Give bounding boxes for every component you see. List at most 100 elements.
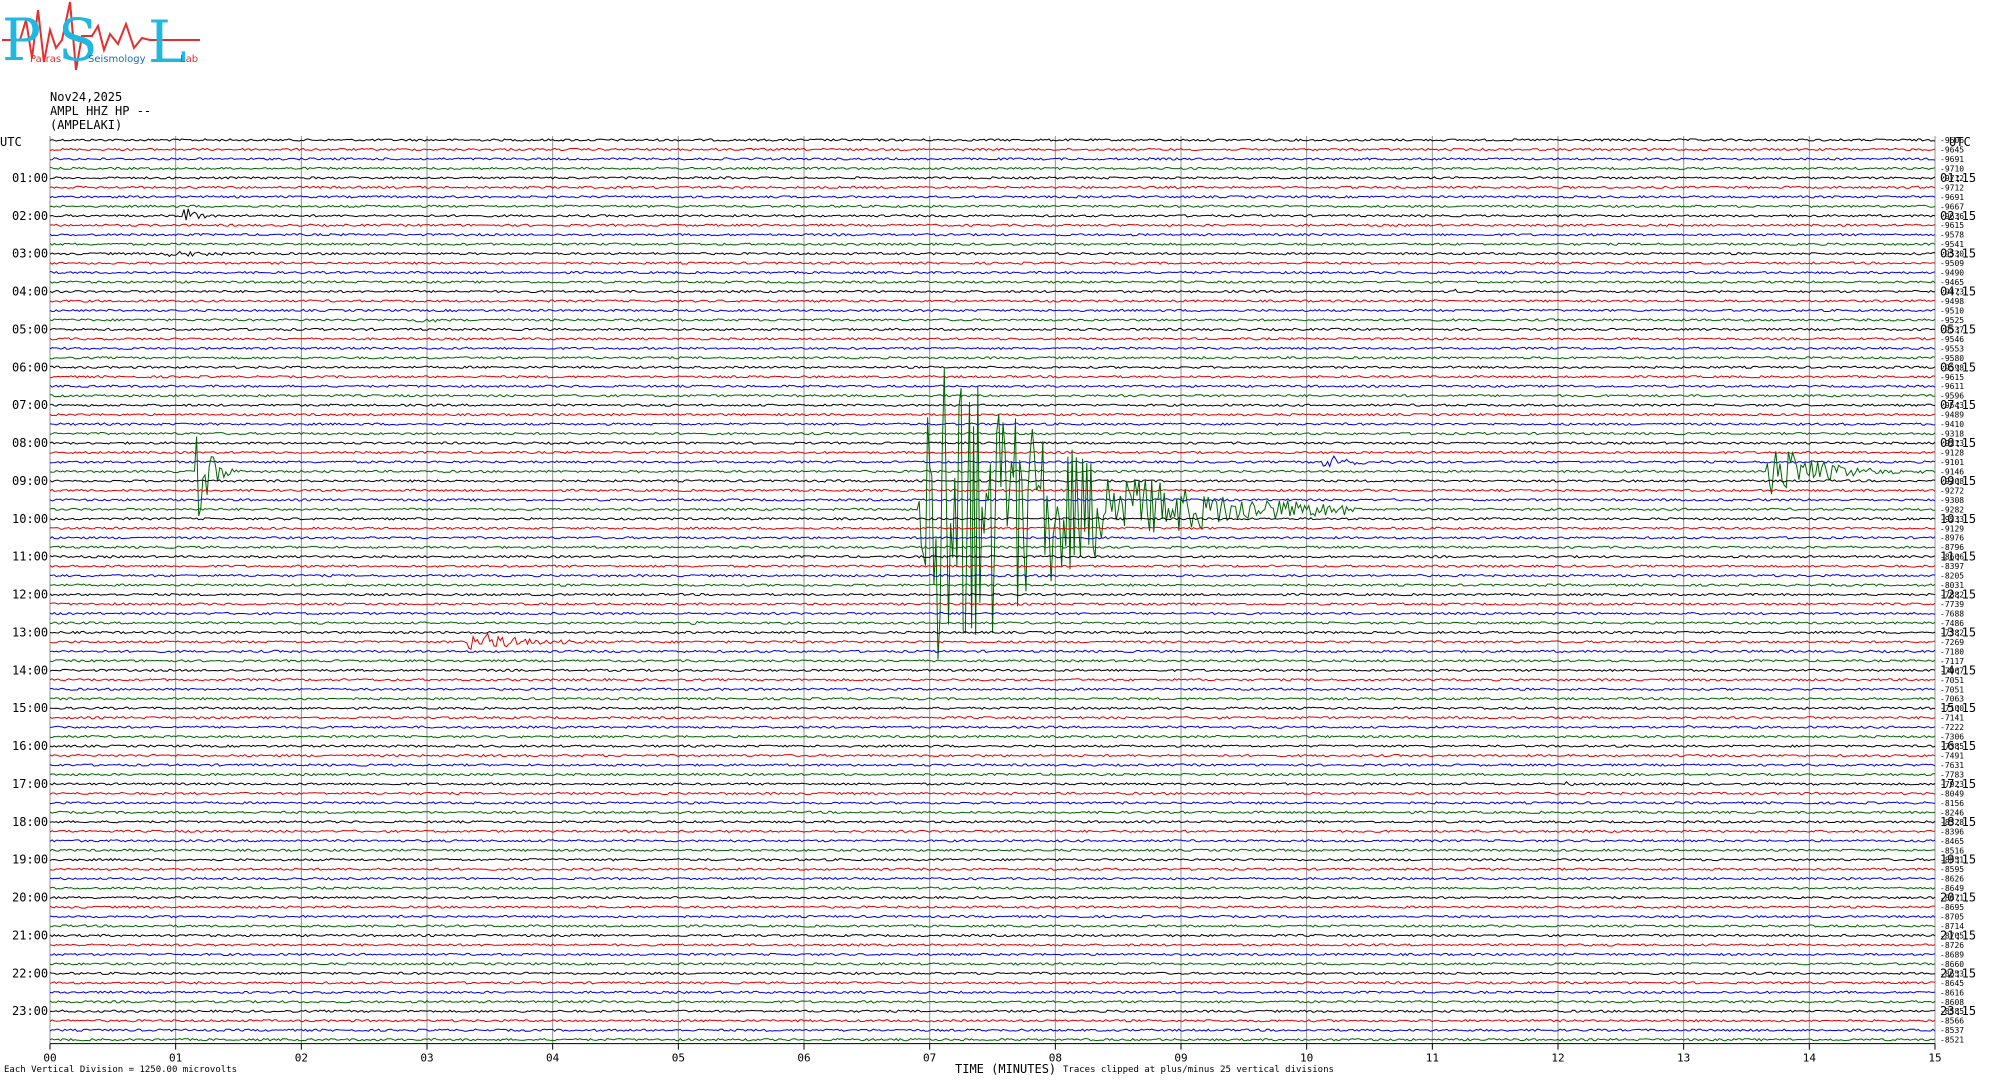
trace-offset-label: -8566 xyxy=(1940,1017,1964,1026)
right-time-label: 10:15 xyxy=(1940,512,1976,526)
trace-offset-label: -7269 xyxy=(1940,638,1964,647)
left-time-label: 02:00 xyxy=(12,209,48,223)
trace-line xyxy=(49,952,1936,957)
trace-line xyxy=(49,261,1936,265)
x-tick-label: 15 xyxy=(1928,1052,1941,1065)
right-time-label: 23:15 xyxy=(1940,1004,1976,1018)
trace-offset-label: -9615 xyxy=(1940,221,1964,230)
trace-line xyxy=(49,744,1936,748)
trace-offset-label: -9233 xyxy=(1940,515,1964,524)
trace-offset-label: -8521 xyxy=(1940,1036,1964,1045)
left-time-label: 21:00 xyxy=(12,928,48,942)
trace-offset-label: -9580 xyxy=(1940,354,1964,363)
trace-offset-label: -9615 xyxy=(1940,373,1964,382)
trace-line xyxy=(50,1009,1936,1014)
trace-line xyxy=(49,886,1936,890)
x-tick-label: 07 xyxy=(923,1052,936,1065)
trace-line xyxy=(49,905,1936,909)
trace-offset-label: -7739 xyxy=(1940,600,1964,609)
trace-offset-label: -7385 xyxy=(1940,742,1964,751)
trace-offset-label: -8031 xyxy=(1940,581,1964,590)
right-time-label: 13:15 xyxy=(1940,625,1976,639)
trace-line xyxy=(49,498,1936,502)
trace-line xyxy=(49,479,1936,483)
trace-offset-label: -8626 xyxy=(1940,875,1964,884)
trace-line xyxy=(49,781,1936,787)
right-time-label: 20:15 xyxy=(1940,891,1976,905)
trace-line xyxy=(49,999,1936,1004)
trace-offset-label: -8465 xyxy=(1940,837,1964,846)
right-time-label: 11:15 xyxy=(1940,550,1976,564)
trace-offset-label: -8649 xyxy=(1940,884,1964,893)
trace-offset-label: -7100 xyxy=(1940,704,1964,713)
trace-line xyxy=(49,138,1936,142)
trace-offset-label: -9667 xyxy=(1940,202,1964,211)
psl-logo: P S L Patras Seismology Lab xyxy=(2,1,200,72)
trace-offset-label: -7486 xyxy=(1940,619,1964,628)
trace-line xyxy=(49,526,1936,531)
trace-line xyxy=(49,346,1936,351)
trace-line xyxy=(49,242,1936,247)
right-time-label: 06:15 xyxy=(1940,360,1976,374)
x-tick-label: 08 xyxy=(1049,1052,1062,1065)
trace-line xyxy=(49,620,1936,626)
trace-offset-label: -9636 xyxy=(1940,212,1964,221)
left-time-label: 09:00 xyxy=(12,474,48,488)
x-tick-label: 09 xyxy=(1174,1052,1187,1065)
trace-line xyxy=(49,545,1936,549)
trace-line xyxy=(49,375,1936,379)
left-time-label: 10:00 xyxy=(12,512,48,526)
trace-line xyxy=(49,1037,1936,1042)
trace-offset-label: -7051 xyxy=(1940,676,1964,685)
left-time-label: 04:00 xyxy=(12,285,48,299)
left-time-label: 17:00 xyxy=(12,777,48,791)
trace-line xyxy=(49,592,1936,597)
trace-line xyxy=(49,280,1936,284)
trace-offset-label: -8608 xyxy=(1940,998,1964,1007)
x-tick-label: 13 xyxy=(1677,1052,1690,1065)
right-time-label: 15:15 xyxy=(1940,701,1976,715)
trace-offset-label: -7141 xyxy=(1940,714,1964,723)
right-time-label: 01:15 xyxy=(1940,171,1976,185)
trace-line xyxy=(49,288,1936,294)
right-time-label: 22:15 xyxy=(1940,966,1976,980)
trace-line xyxy=(49,431,1936,436)
trace-line xyxy=(49,412,1936,417)
trace-offset-label: -8705 xyxy=(1940,913,1964,922)
left-time-label: 13:00 xyxy=(12,625,48,639)
trace-line xyxy=(49,696,1936,701)
station-name: (AMPELAKI) xyxy=(50,118,123,132)
trace-line xyxy=(49,649,1936,654)
trace-offset-label: -9541 xyxy=(1940,240,1964,249)
trace-offset-label: -9712 xyxy=(1940,183,1964,192)
trace-offset-label: -8246 xyxy=(1940,808,1964,817)
trace-offset-label: -8726 xyxy=(1940,941,1964,950)
trace-line xyxy=(49,583,1936,587)
trace-line xyxy=(49,441,1936,445)
left-time-label: 19:00 xyxy=(12,853,48,867)
trace-offset-label: -8537 xyxy=(1940,1026,1964,1035)
right-time-label: 19:15 xyxy=(1940,853,1976,867)
trace-offset-label: -9553 xyxy=(1940,344,1964,353)
trace-offset-label: -9712 xyxy=(1940,174,1964,183)
trace-line xyxy=(49,867,1936,871)
trace-offset-label: -9208 xyxy=(1940,477,1964,486)
trace-offset-label: -9282 xyxy=(1940,505,1964,514)
logo-word-2: Seismology xyxy=(88,54,146,65)
trace-line xyxy=(49,147,1936,152)
trace-offset-label: -8397 xyxy=(1940,562,1964,571)
trace-line xyxy=(49,403,1936,407)
logo-letter-s: S xyxy=(58,6,98,72)
trace-line xyxy=(49,763,1936,767)
trace-offset-label: -9596 xyxy=(1940,392,1964,401)
x-tick-label: 14 xyxy=(1803,1052,1817,1065)
trace-line xyxy=(49,1028,1936,1032)
trace-line xyxy=(49,810,1936,815)
trace-offset-label: -8156 xyxy=(1940,799,1964,808)
trace-offset-label: -7306 xyxy=(1940,733,1964,742)
trace-line xyxy=(49,318,1936,323)
trace-line xyxy=(49,772,1936,777)
right-axis-title: UTC xyxy=(1949,135,1971,149)
trace-line xyxy=(49,250,1936,258)
left-time-label: 18:00 xyxy=(12,815,48,829)
